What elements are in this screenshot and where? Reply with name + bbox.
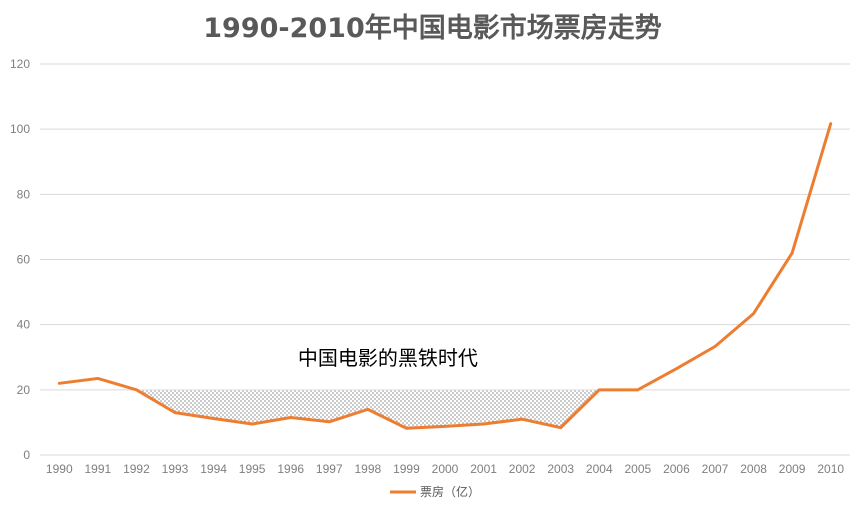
y-tick-label: 100 (10, 122, 30, 136)
y-tick-label: 120 (10, 57, 30, 71)
x-tick-label: 2002 (509, 462, 536, 476)
x-tick-label: 1991 (85, 462, 112, 476)
x-tick-label: 1994 (200, 462, 227, 476)
y-tick-label: 80 (17, 187, 31, 201)
x-axis-ticks: 1990 1991 1992 1993 1994 1995 1996 1997 1998 1999… (46, 462, 844, 476)
x-tick-label: 1995 (239, 462, 266, 476)
y-axis-ticks: 0 20 40 60 80 100 120 (10, 57, 30, 462)
x-tick-label: 2009 (779, 462, 806, 476)
x-tick-label: 2003 (547, 462, 574, 476)
series-line-boxoffice (57, 122, 833, 430)
x-tick-label: 2006 (663, 462, 690, 476)
x-tick-label: 2001 (470, 462, 497, 476)
x-tick-label: 2005 (625, 462, 652, 476)
x-tick-label: 2004 (586, 462, 613, 476)
x-tick-label: 2010 (817, 462, 844, 476)
legend-entry: 票房（亿） (420, 484, 480, 499)
y-tick-label: 40 (17, 318, 31, 332)
chart-title: 1990-2010年中国电影市场票房走势 (203, 13, 662, 44)
x-tick-label: 1999 (393, 462, 420, 476)
x-tick-label: 2008 (740, 462, 767, 476)
x-tick-label: 1996 (277, 462, 304, 476)
legend: 票房（亿） (390, 484, 480, 499)
x-tick-label: 2000 (432, 462, 459, 476)
x-tick-label: 1993 (162, 462, 189, 476)
y-tick-label: 20 (17, 383, 31, 397)
y-tick-label: 0 (23, 448, 30, 462)
x-tick-label: 1997 (316, 462, 343, 476)
annotations: 中国电影的黑铁时代 (298, 346, 478, 370)
x-tick-label: 2007 (702, 462, 729, 476)
x-tick-label: 1998 (355, 462, 382, 476)
series-lines (57, 122, 833, 430)
y-tick-label: 60 (17, 253, 31, 267)
x-tick-label: 1990 (46, 462, 73, 476)
annotation-label: 中国电影的黑铁时代 (298, 346, 478, 370)
x-tick-label: 1992 (123, 462, 150, 476)
